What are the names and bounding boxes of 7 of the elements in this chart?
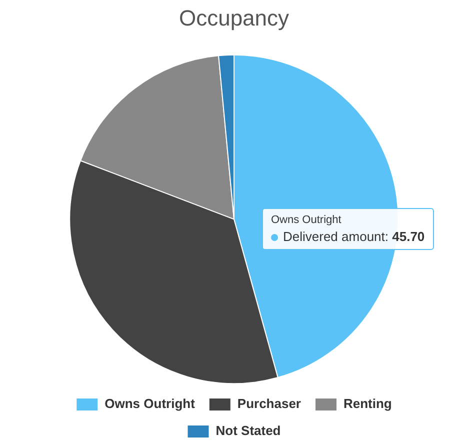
legend-label: Purchaser <box>237 396 301 412</box>
legend-label: Owns Outright <box>104 396 196 412</box>
legend-label: Not Stated <box>216 423 281 438</box>
legend-label: Renting <box>343 396 392 412</box>
text: Owns Outright <box>271 214 342 226</box>
chart-title: Occupancy <box>178 5 290 30</box>
text: Delivered amount: 45.70 <box>283 229 425 244</box>
